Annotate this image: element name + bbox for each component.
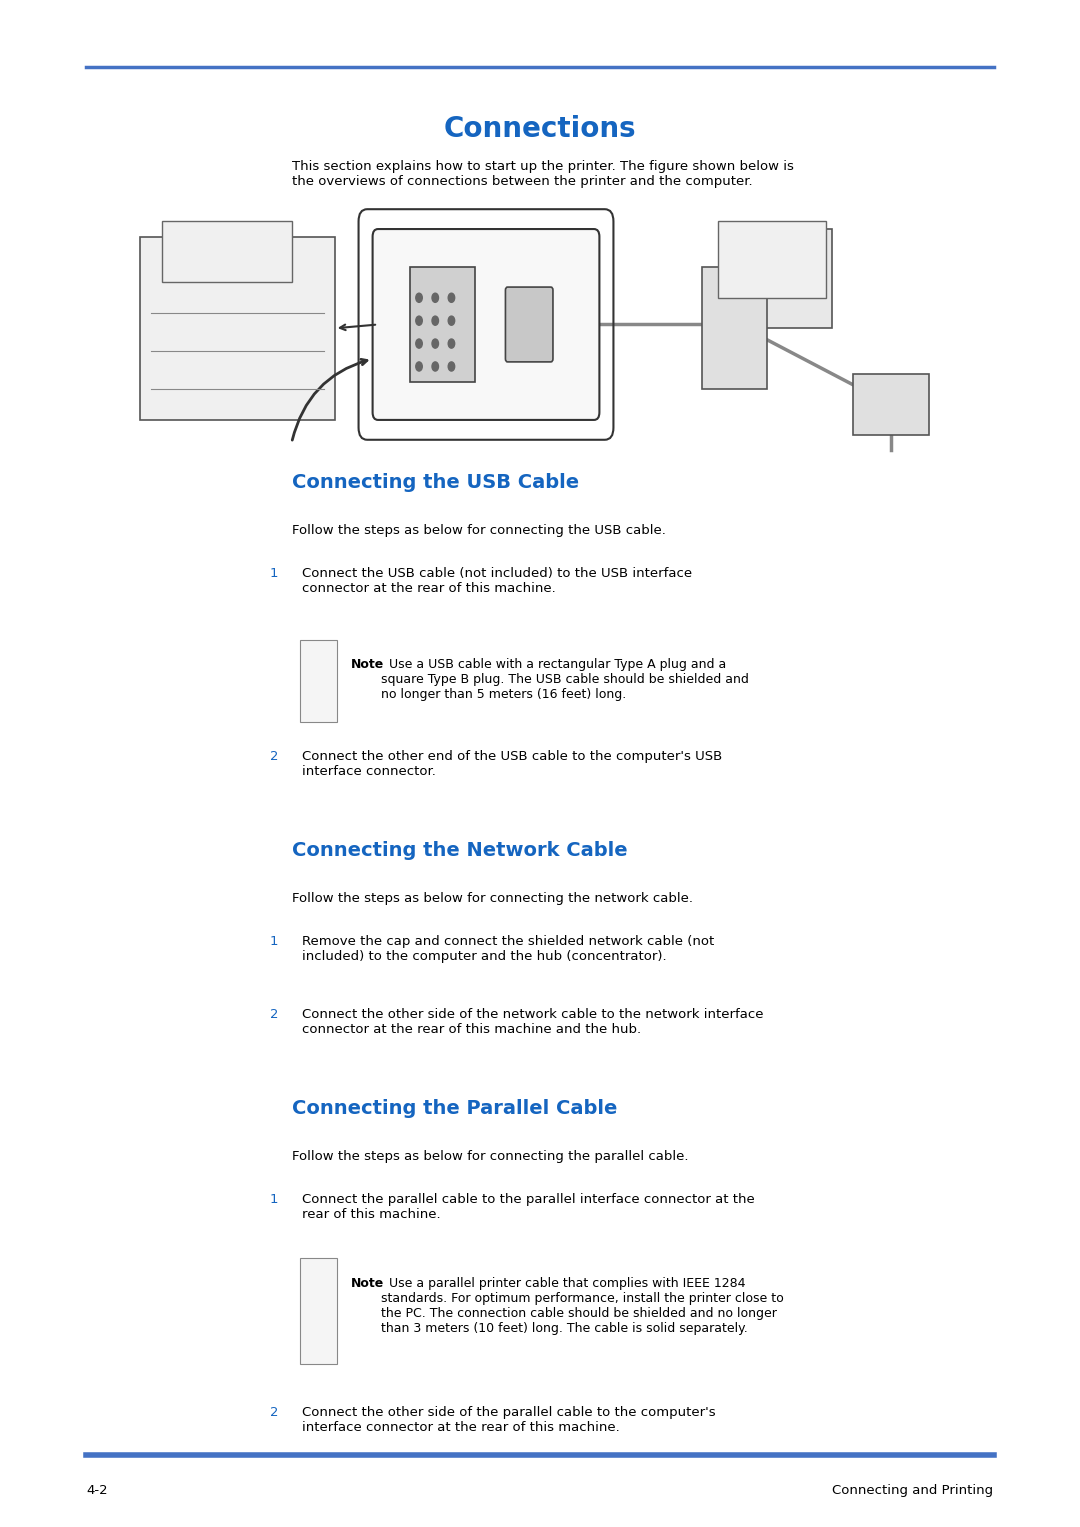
FancyBboxPatch shape <box>702 267 767 389</box>
FancyBboxPatch shape <box>373 229 599 420</box>
Circle shape <box>432 339 438 348</box>
FancyBboxPatch shape <box>300 1258 337 1364</box>
Circle shape <box>416 339 422 348</box>
Text: 2: 2 <box>270 750 279 764</box>
Text: Use a parallel printer cable that complies with IEEE 1284
standards. For optimum: Use a parallel printer cable that compli… <box>381 1277 784 1335</box>
Circle shape <box>448 339 455 348</box>
Text: Connecting the USB Cable: Connecting the USB Cable <box>292 473 579 492</box>
Circle shape <box>432 362 438 371</box>
Circle shape <box>416 293 422 302</box>
Text: 2: 2 <box>270 1406 279 1420</box>
Text: Note: Note <box>351 1277 384 1290</box>
Text: 1: 1 <box>270 1193 279 1206</box>
Text: 1: 1 <box>270 567 279 580</box>
Circle shape <box>448 362 455 371</box>
Text: 1: 1 <box>270 935 279 948</box>
Text: Connect the parallel cable to the parallel interface connector at the
rear of th: Connect the parallel cable to the parall… <box>302 1193 755 1220</box>
Text: Follow the steps as below for connecting the parallel cable.: Follow the steps as below for connecting… <box>292 1150 688 1164</box>
Text: 4-2: 4-2 <box>86 1484 108 1498</box>
Text: Connections: Connections <box>444 115 636 142</box>
FancyBboxPatch shape <box>853 374 929 435</box>
FancyBboxPatch shape <box>410 267 475 382</box>
FancyBboxPatch shape <box>505 287 553 362</box>
FancyBboxPatch shape <box>300 640 337 722</box>
Text: Connect the USB cable (not included) to the USB interface
connector at the rear : Connect the USB cable (not included) to … <box>302 567 692 594</box>
Text: This section explains how to start up the printer. The figure shown below is
the: This section explains how to start up th… <box>292 160 794 188</box>
Text: Connecting and Printing: Connecting and Printing <box>833 1484 994 1498</box>
Text: Remove the cap and connect the shielded network cable (not
included) to the comp: Remove the cap and connect the shielded … <box>302 935 715 962</box>
Text: Follow the steps as below for connecting the USB cable.: Follow the steps as below for connecting… <box>292 524 665 538</box>
Circle shape <box>448 316 455 325</box>
Text: Connect the other side of the network cable to the network interface
connector a: Connect the other side of the network ca… <box>302 1008 764 1035</box>
Circle shape <box>416 362 422 371</box>
Text: Connect the other end of the USB cable to the computer's USB
interface connector: Connect the other end of the USB cable t… <box>302 750 723 777</box>
Circle shape <box>448 293 455 302</box>
Text: Use a USB cable with a rectangular Type A plug and a
square Type B plug. The USB: Use a USB cable with a rectangular Type … <box>381 658 750 701</box>
Text: 2: 2 <box>270 1008 279 1022</box>
Text: Connecting the Network Cable: Connecting the Network Cable <box>292 841 627 860</box>
FancyBboxPatch shape <box>718 221 826 298</box>
Text: Follow the steps as below for connecting the network cable.: Follow the steps as below for connecting… <box>292 892 692 906</box>
Text: Connecting the Parallel Cable: Connecting the Parallel Cable <box>292 1099 617 1118</box>
FancyBboxPatch shape <box>140 237 335 420</box>
FancyBboxPatch shape <box>734 229 832 328</box>
Circle shape <box>416 316 422 325</box>
Text: Connect the other side of the parallel cable to the computer's
interface connect: Connect the other side of the parallel c… <box>302 1406 716 1434</box>
Circle shape <box>432 293 438 302</box>
Text: Note: Note <box>351 658 384 672</box>
FancyBboxPatch shape <box>162 221 292 282</box>
Circle shape <box>432 316 438 325</box>
